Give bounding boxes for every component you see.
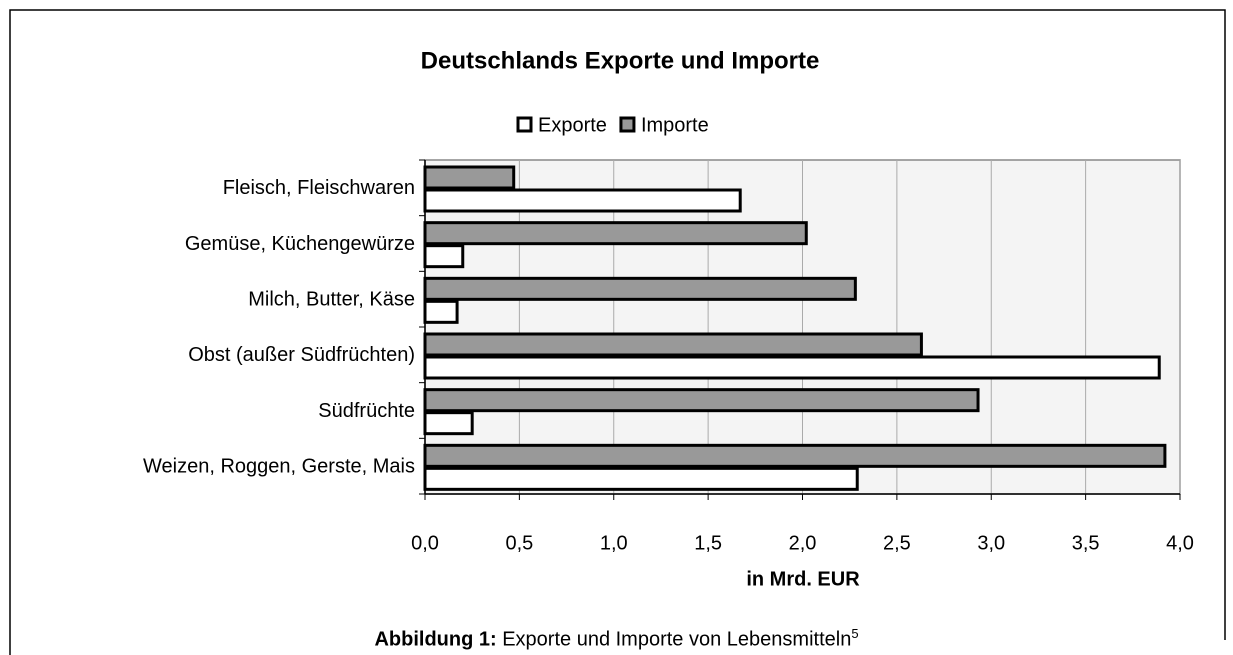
bar (425, 390, 978, 411)
legend-label: Exporte (538, 114, 607, 136)
bar (425, 167, 514, 188)
x-tick-label: 0,0 (411, 532, 439, 554)
legend-swatch (621, 118, 634, 131)
bar (425, 445, 1165, 466)
bar (425, 334, 921, 355)
y-tick-label: Südfrüchte (318, 400, 415, 422)
chart: Deutschlands Exporte und Importe in Mrd.… (0, 0, 1233, 655)
x-axis-title: in Mrd. EUR (746, 568, 860, 590)
y-tick-label: Milch, Butter, Käse (248, 288, 415, 310)
bar (425, 246, 463, 267)
y-tick-label: Weizen, Roggen, Gerste, Mais (143, 455, 415, 477)
y-tick-label: Obst (außer Südfrüchten) (188, 344, 415, 366)
caption-footnote: 5 (851, 626, 858, 641)
y-tick-label: Fleisch, Fleischwaren (223, 177, 415, 199)
x-tick-label: 1,0 (600, 532, 628, 554)
x-tick-label: 2,5 (883, 532, 911, 554)
bar (425, 223, 806, 244)
x-tick-label: 1,5 (694, 532, 722, 554)
chart-title: Deutschlands Exporte und Importe (421, 47, 820, 74)
caption-text: Exporte und Importe von Lebensmitteln (502, 629, 851, 651)
y-tick-label: Gemüse, Küchengewürze (185, 233, 415, 255)
x-tick-label: 0,5 (505, 532, 533, 554)
legend-label: Importe (641, 114, 709, 136)
x-tick-label: 2,0 (789, 532, 817, 554)
caption: Abbildung 1: Exporte und Importe von Leb… (0, 626, 1233, 652)
bar (425, 278, 855, 299)
bar (425, 413, 472, 434)
x-tick-label: 4,0 (1166, 532, 1194, 554)
bar (425, 301, 457, 322)
caption-label: Abbildung 1: (374, 629, 496, 651)
bar (425, 190, 740, 211)
x-tick-label: 3,5 (1072, 532, 1100, 554)
bar (425, 468, 857, 489)
x-tick-label: 3,0 (977, 532, 1005, 554)
bar (425, 357, 1159, 378)
legend-swatch (518, 118, 531, 131)
